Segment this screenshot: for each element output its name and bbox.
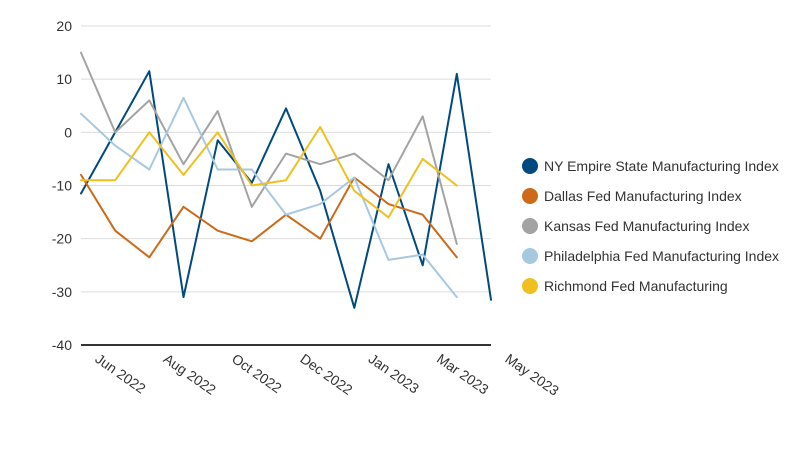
legend-marker: [522, 278, 538, 294]
series-line-3: [80, 96, 458, 299]
y-tick-label: -30: [52, 284, 72, 300]
x-tick-label: Jun 2022: [92, 350, 149, 396]
series-layer: [80, 51, 492, 309]
legend-marker: [522, 158, 538, 174]
series-line-0: [80, 70, 492, 309]
y-tick-label: 10: [56, 71, 72, 87]
x-tick-label: Jan 2023: [366, 350, 423, 396]
series-line-2: [80, 51, 458, 245]
x-tick-label: Dec 2022: [297, 350, 355, 398]
legend-marker: [522, 188, 538, 204]
legend-item-1[interactable]: Dallas Fed Manufacturing Index: [522, 188, 742, 204]
legend-item-2[interactable]: Kansas Fed Manufacturing Index: [522, 218, 749, 234]
legend-label: Kansas Fed Manufacturing Index: [544, 218, 749, 234]
legend-label: Richmond Fed Manufacturing: [544, 278, 728, 294]
x-tick-label: Aug 2022: [161, 350, 219, 398]
y-tick-label: 0: [64, 124, 72, 140]
x-tick-label: Mar 2023: [434, 350, 492, 397]
legend-item-3[interactable]: Philadelphia Fed Manufacturing Index: [522, 248, 779, 264]
legend[interactable]: NY Empire State Manufacturing Index Dalla…: [522, 158, 779, 294]
legend-label: NY Empire State Manufacturing Index: [544, 158, 779, 174]
legend-item-4[interactable]: Richmond Fed Manufacturing: [522, 278, 728, 294]
y-tick-label: -40: [52, 337, 72, 353]
series-line-4: [80, 126, 458, 219]
x-tick-label: May 2023: [502, 350, 562, 398]
x-tick-label: Oct 2022: [229, 350, 285, 396]
series-line-1: [80, 173, 458, 259]
legend-label: Philadelphia Fed Manufacturing Index: [544, 248, 779, 264]
legend-marker: [522, 248, 538, 264]
y-tick-label: -10: [52, 178, 72, 194]
y-tick-label: 20: [56, 18, 72, 34]
y-tick-label: -20: [52, 231, 72, 247]
legend-marker: [522, 218, 538, 234]
legend-item-0[interactable]: NY Empire State Manufacturing Index: [522, 158, 779, 174]
legend-label: Dallas Fed Manufacturing Index: [544, 188, 742, 204]
